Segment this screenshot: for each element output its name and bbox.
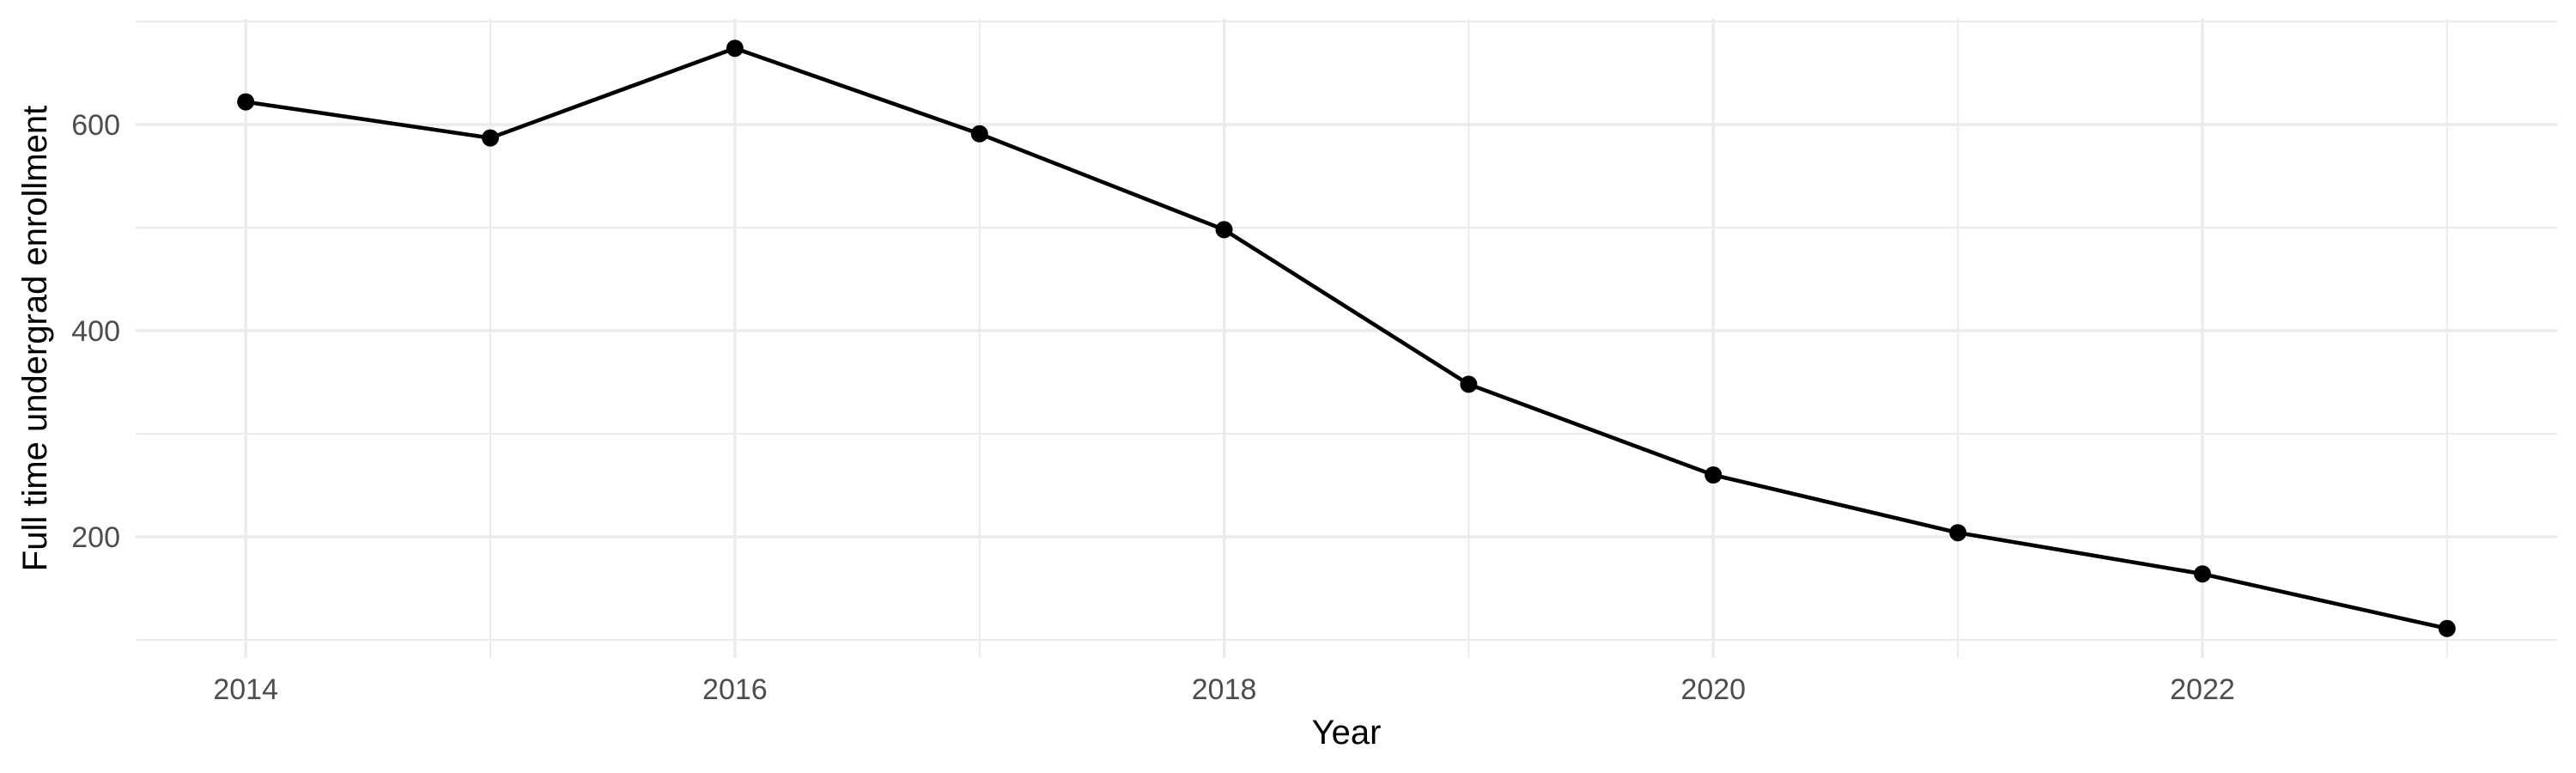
data-points (237, 40, 2456, 637)
x-tick-label-2020: 2020 (1680, 673, 1746, 706)
x-tick-label-2014: 2014 (213, 673, 278, 706)
gridlines-major (136, 19, 2557, 658)
x-tick-label-2016: 2016 (702, 673, 768, 706)
y-tick-label-400: 400 (71, 315, 120, 348)
data-point-2015 (482, 129, 500, 147)
y-tick-labels: 200 400 600 (71, 109, 120, 554)
data-point-2018 (1215, 221, 1233, 239)
data-point-2023 (2438, 619, 2456, 637)
data-point-2020 (1704, 466, 1722, 484)
y-tick-label-200: 200 (71, 521, 120, 554)
data-point-2016 (726, 40, 744, 58)
x-tick-labels: 2014 2016 2018 2020 2022 (213, 673, 2234, 706)
data-point-2021 (1949, 524, 1967, 542)
data-point-2014 (237, 93, 255, 111)
data-line (245, 46, 2448, 631)
data-point-2017 (970, 125, 988, 143)
x-tick-label-2022: 2022 (2170, 673, 2235, 706)
data-point-2022 (2193, 565, 2211, 583)
y-tick-label-600: 600 (71, 109, 120, 142)
y-axis-title: Full time undergrad enrollment (16, 106, 54, 571)
x-axis-title: Year (1312, 714, 1382, 752)
x-tick-label-2018: 2018 (1192, 673, 1257, 706)
data-point-2019 (1460, 375, 1478, 393)
